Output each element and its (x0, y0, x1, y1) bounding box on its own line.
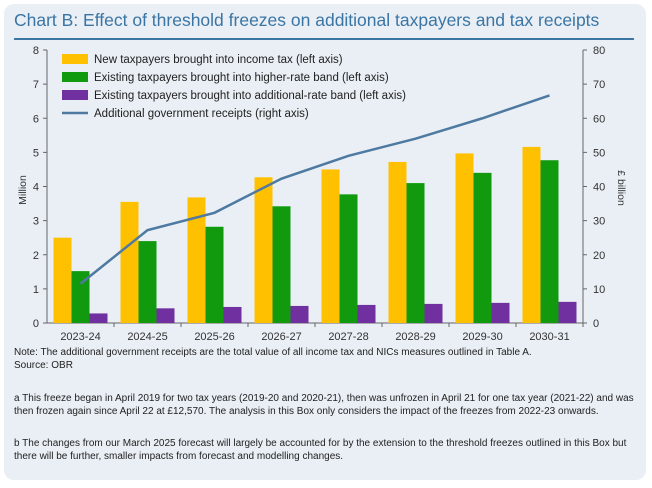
left-tick-label: 8 (33, 45, 39, 57)
bar-additional-rate (491, 302, 510, 323)
bar-higher-rate (339, 194, 358, 323)
left-tick-label: 4 (33, 182, 39, 194)
bar-additional-rate (558, 301, 577, 323)
right-tick-label: 20 (593, 250, 605, 262)
title-rule (14, 38, 634, 40)
bar-new-taxpayers (53, 237, 72, 323)
x-tick-label: 2030-31 (529, 331, 569, 343)
bar-new-taxpayers (254, 177, 273, 323)
bar-higher-rate (205, 226, 224, 323)
bar-new-taxpayers (455, 153, 474, 323)
left-tick-label: 7 (33, 79, 39, 91)
x-tick-label: 2027-28 (328, 331, 368, 343)
x-tick-label: 2024-25 (127, 331, 167, 343)
bar-higher-rate (473, 172, 492, 323)
left-tick-label: 3 (33, 216, 39, 228)
bar-higher-rate (406, 183, 425, 323)
bar-additional-rate (223, 306, 242, 323)
legend-higher-rate-swatch (62, 72, 88, 82)
legend-higher-rate-label: Existing taxpayers brought into higher-r… (94, 72, 389, 84)
bar-higher-rate (540, 160, 559, 323)
left-tick-label: 0 (33, 318, 39, 330)
legend-new-taxpayers-label: New taxpayers brought into income tax (l… (94, 54, 343, 66)
left-axis-title: Million (17, 175, 29, 205)
x-tick-label: 2023-24 (60, 331, 100, 343)
bar-new-taxpayers (187, 197, 206, 323)
bar-additional-rate (424, 303, 443, 323)
right-tick-label: 50 (593, 147, 605, 159)
right-tick-label: 40 (593, 182, 605, 194)
bar-additional-rate (357, 304, 376, 323)
bar-new-taxpayers (120, 201, 139, 323)
receipts-line (79, 94, 550, 285)
left-tick-label: 6 (33, 113, 39, 125)
right-axis-title: £ billion (615, 170, 627, 206)
bar-higher-rate (138, 241, 157, 323)
bar-new-taxpayers (388, 161, 407, 323)
x-tick-label: 2029-30 (462, 331, 502, 343)
legend-additional-rate-swatch (62, 90, 88, 100)
footnote-a: a This freeze began in April 2019 for tw… (14, 393, 634, 417)
bar-new-taxpayers (522, 146, 541, 323)
chart-note: Note: The additional government receipts… (14, 347, 532, 358)
footnote-b: b The changes from our March 2025 foreca… (14, 438, 627, 462)
x-tick-label: 2026-27 (261, 331, 301, 343)
right-tick-label: 0 (593, 318, 599, 330)
x-tick-label: 2028-29 (395, 331, 435, 343)
chart-title: Chart B: Effect of threshold freezes on … (14, 10, 600, 30)
x-tick-label: 2025-26 (194, 331, 234, 343)
chart-source: Source: OBR (14, 360, 73, 371)
left-tick-label: 5 (33, 147, 39, 159)
right-tick-label: 70 (593, 79, 605, 91)
legend-receipts-label: Additional government receipts (right ax… (94, 108, 309, 120)
right-tick-label: 80 (593, 45, 605, 57)
bar-additional-rate (89, 313, 108, 323)
left-tick-label: 1 (33, 284, 39, 296)
bar-new-taxpayers (321, 169, 340, 323)
right-tick-label: 60 (593, 113, 605, 125)
bar-additional-rate (290, 305, 309, 323)
bar-additional-rate (156, 308, 175, 323)
right-tick-label: 10 (593, 284, 605, 296)
bar-higher-rate (71, 271, 90, 323)
left-tick-label: 2 (33, 250, 39, 262)
right-tick-label: 30 (593, 216, 605, 228)
legend-additional-rate-label: Existing taxpayers brought into addition… (94, 90, 406, 102)
legend-new-taxpayers-swatch (62, 54, 88, 64)
bar-higher-rate (272, 206, 291, 323)
